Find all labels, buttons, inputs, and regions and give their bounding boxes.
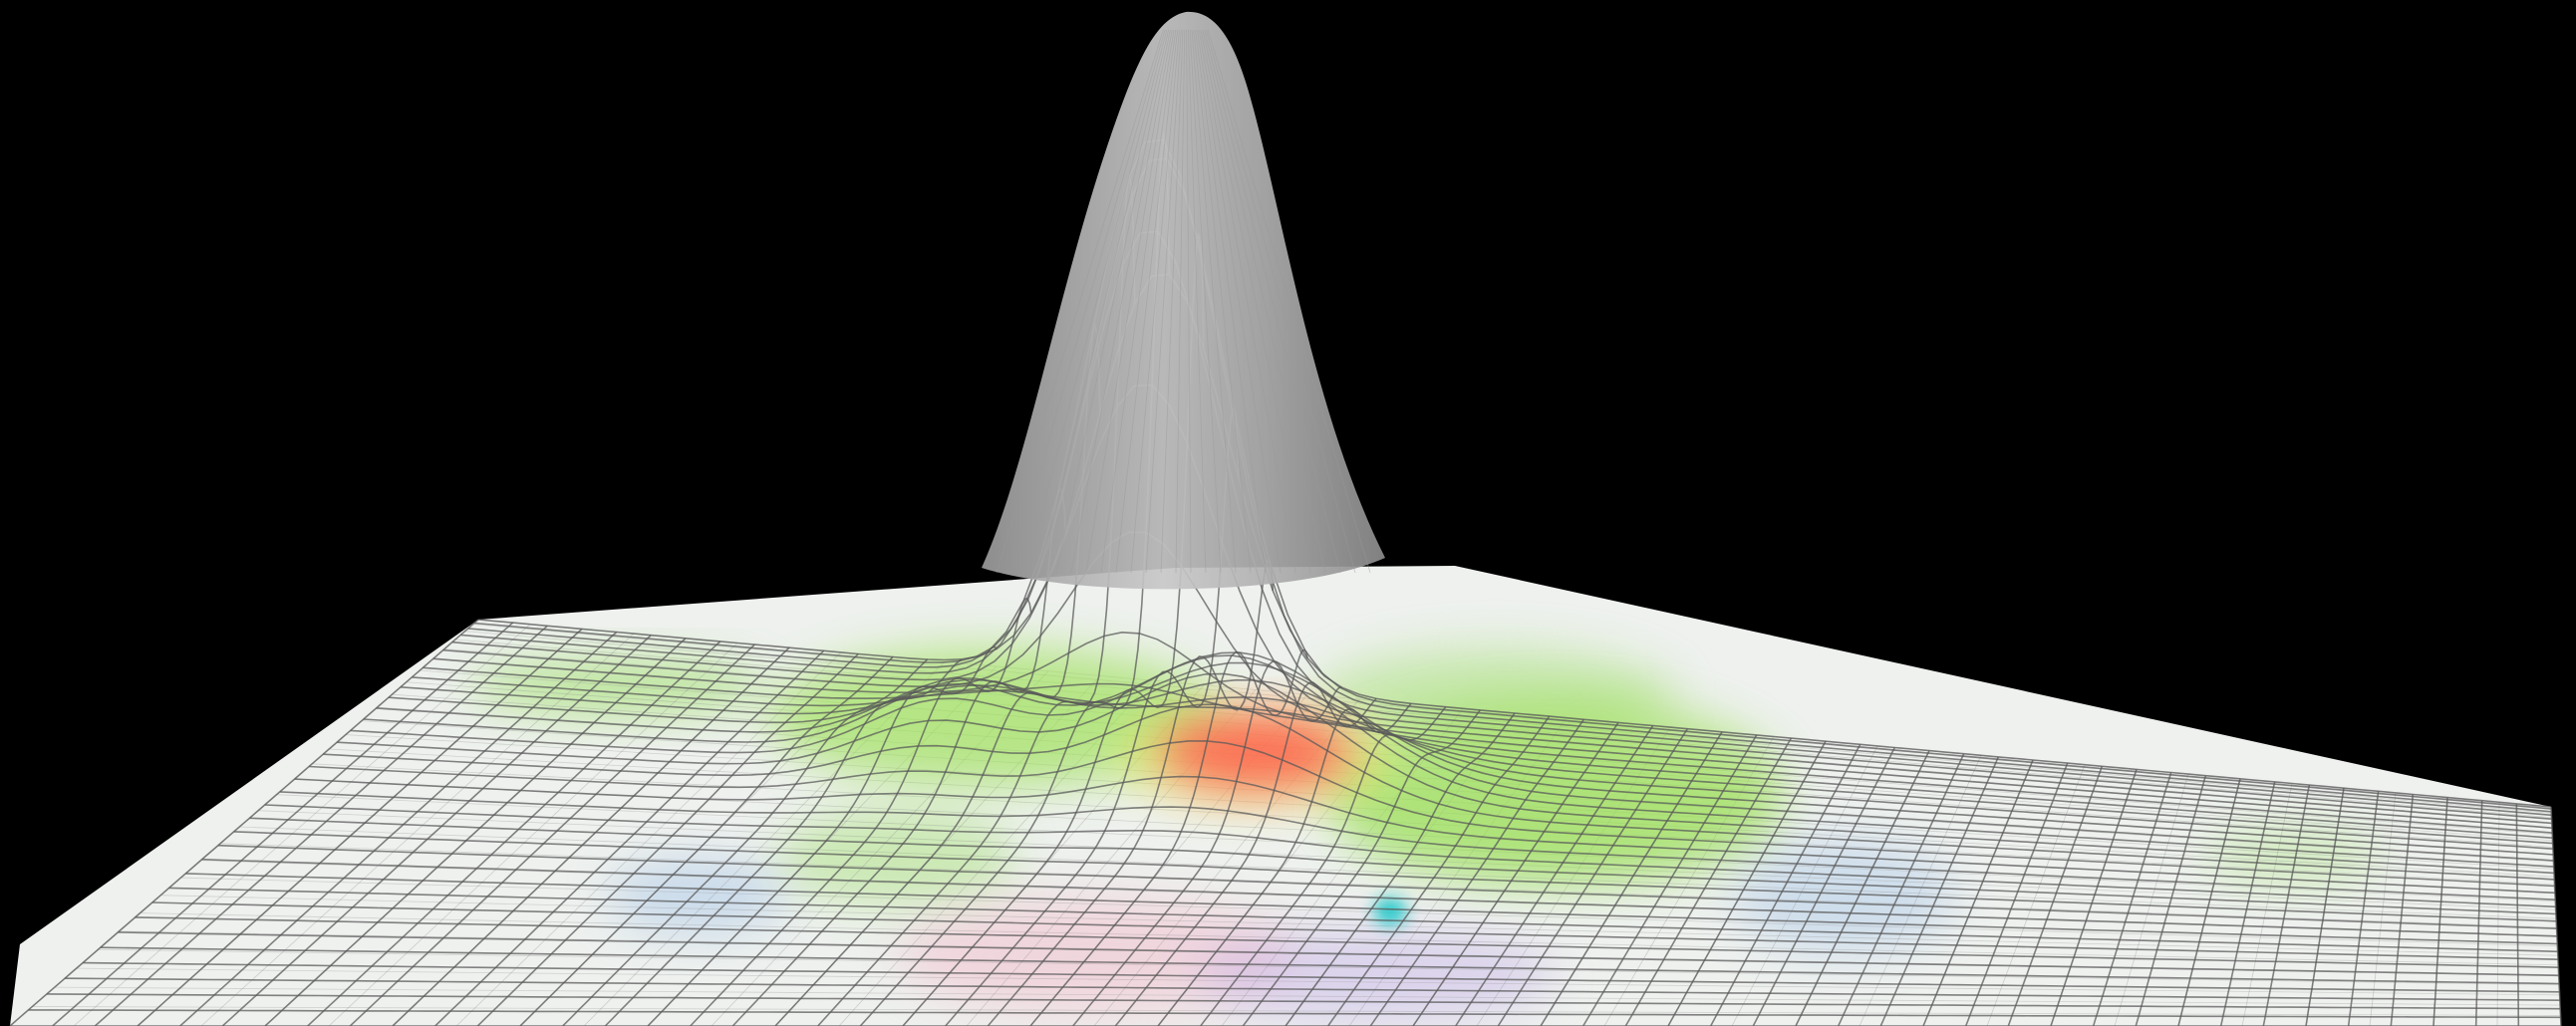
mesh-column-line [2305,788,2345,1026]
mesh-column-line [2092,772,2172,1026]
mesh-column-line [1412,721,1619,1026]
mesh-column-line [519,655,894,1026]
peak-mesh-line [1207,29,1371,574]
mesh-column-line [1455,725,1654,1026]
mesh-column-line [2262,785,2311,1026]
mesh-column-line [902,232,1205,1026]
peak-mesh-line [1204,29,1341,574]
mesh-column-line [221,635,652,1026]
mesh-column-line [2515,803,2520,1026]
peak-mesh-line [1186,29,1192,574]
peak-mesh-line [1202,29,1326,574]
density-peak-mesh-lines [996,29,1371,574]
heat-layer [767,647,1784,925]
density-mesh [9,132,2562,1026]
mesh-column-line [2550,807,2562,1026]
mesh-column-line [434,649,825,1026]
map-water-area [1734,837,1953,956]
mesh-column-line [1752,747,1896,1026]
mesh-column-line [264,638,687,1026]
heat-hotspot-cyan [1374,898,1406,925]
peak-mesh-line [1193,29,1252,574]
peak-mesh-line [996,29,1164,574]
peak-mesh-line [1010,29,1166,574]
mesh-column-line [1922,759,2034,1026]
mesh-column-line [392,646,790,1026]
mesh-column-line [9,619,479,1026]
peak-mesh-line [1130,29,1180,574]
mesh-column-line [859,132,1171,1026]
peak-mesh-line [1070,29,1173,574]
mesh-column-line [731,486,1067,1026]
mesh-column-line [2177,778,2241,1026]
mesh-column-line [2050,769,2138,1026]
mesh-column-line [2433,797,2448,1026]
mesh-column-line [1667,740,1827,1026]
mesh-column-line [2135,775,2207,1026]
heat-hotspot-red [1161,714,1350,790]
mesh-column-line [774,324,1101,1026]
mesh-column-line [647,645,998,1026]
mesh-column-line [52,622,514,1026]
peak-mesh-line [1195,29,1267,574]
mesh-column-line [1200,706,1447,1026]
mesh-column-line [1072,660,1343,1026]
mesh-column-line [1497,728,1688,1026]
peak-mesh-line [1198,29,1296,574]
mesh-column-line [604,658,963,1026]
mesh-column-line [2474,800,2483,1026]
mesh-column-line [817,173,1136,1026]
map-park-area [2202,827,2382,887]
mesh-column-line [476,652,859,1026]
mesh-column-line [1837,753,1965,1026]
mesh-column-line [349,643,755,1026]
mesh-column-line [1709,743,1861,1026]
density-peak-surface [982,11,1385,590]
mesh-column-line [1582,734,1758,1026]
peak-mesh-line [1175,29,1186,574]
peak-mesh-line [1145,29,1182,574]
mesh-column-line [2390,794,2415,1026]
mesh-column-line [987,558,1275,1026]
peak-mesh-line [1040,29,1170,574]
mesh-column-line [562,658,929,1026]
peak-mesh-line [1025,29,1168,574]
mesh-column-line [94,625,548,1026]
mesh-column-line [1540,731,1723,1026]
mesh-column-line [1285,712,1516,1026]
mesh-column-line [2347,791,2380,1026]
peak-mesh-line [1100,29,1177,574]
heat-zone-green [767,647,1226,787]
peak-mesh-line [1160,29,1184,574]
mesh-column-line [1242,709,1481,1026]
mesh-column-line [945,406,1240,1026]
peak-mesh-line [1200,29,1311,574]
mesh-column-line [690,598,1032,1026]
mesh-column-line [179,631,618,1026]
mesh-column-line [1879,756,2000,1026]
peak-mesh-line [1196,29,1282,574]
peak-mesh-line [1205,29,1356,574]
mesh-column-line [1157,702,1412,1026]
peak-mesh-line [1115,29,1179,574]
peak-mesh-line [1191,29,1237,574]
mesh-column-line [307,641,721,1026]
mesh-column-line [137,628,583,1026]
mesh-column-line [1964,762,2069,1026]
mesh-column-line [2219,781,2276,1026]
density-peak [982,11,1385,590]
peak-mesh-line [1189,29,1222,574]
mesh-column-line [2007,766,2104,1026]
peak-mesh-line [1187,29,1207,574]
peak-mesh-line [1085,29,1175,574]
mesh-column-line [1327,715,1551,1026]
mesh-column-line [1795,750,1930,1026]
peak-mesh-line [1055,29,1171,574]
mesh-column-line [1114,681,1377,1026]
mesh-column-line [1369,718,1584,1026]
mesh-column-line [1029,648,1308,1026]
mesh-column-line [1624,737,1793,1026]
